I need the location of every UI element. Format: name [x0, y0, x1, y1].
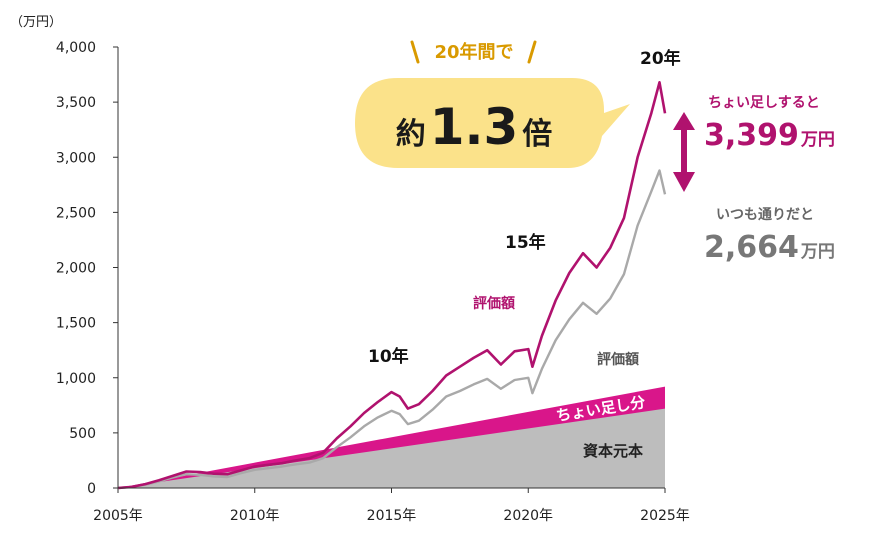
result-chottotashi-unit: 万円: [800, 130, 835, 150]
result-normal-value: 2,664: [704, 230, 799, 265]
difference-arrow: [673, 112, 695, 192]
series-line-chottotashi: [117, 81, 667, 490]
ratio-bubble: 20年間で 約1.3 倍: [355, 40, 630, 168]
label-value-normal: 評価額: [597, 351, 639, 368]
y-axis: 0 500 1,000 1,500 2,000 2,500 3,000 3,500 4,000: [56, 40, 118, 497]
y-tick-label: 2,500: [56, 205, 96, 221]
label-20-years: 20年: [640, 48, 681, 69]
series-line-normal: [117, 169, 667, 490]
bubble-ratio-text: 約1.3 倍: [396, 98, 553, 156]
label-value-chottotashi: 評価額: [473, 295, 515, 312]
label-15-years: 15年: [505, 232, 546, 253]
result-normal-unit: 万円: [800, 242, 835, 262]
label-principal: 資本元本: [583, 442, 643, 460]
arrow-head-up: [673, 112, 695, 130]
bubble-suffix: 倍: [522, 117, 552, 152]
y-tick-label: 2,000: [56, 261, 96, 277]
bubble-accent-left: [410, 40, 420, 64]
x-axis: 2005年 2010年 2015年 2020年 2025年: [93, 488, 690, 524]
principal-band: [118, 408, 665, 488]
y-tick-label: 500: [69, 426, 96, 442]
bubble-accent-right: [527, 40, 537, 64]
bubble-shape: [355, 78, 630, 168]
bubble-heading: 20年間で: [434, 41, 513, 63]
arrow-shaft: [681, 128, 687, 172]
x-tick-label: 2020年: [503, 508, 553, 524]
result-chottotashi-amount: 3,399 万円: [704, 118, 835, 153]
arrow-head-down: [673, 172, 695, 192]
y-tick-label: 0: [87, 481, 96, 497]
label-10-years: 10年: [368, 346, 409, 367]
x-tick-label: 2015年: [367, 508, 417, 524]
result-chottotashi-heading: ちょい足しすると: [708, 95, 820, 111]
result-normal-heading: いつも通りだと: [716, 207, 814, 223]
y-tick-label: 1,000: [56, 371, 96, 387]
x-tick-label: 2025年: [640, 508, 690, 524]
y-axis-unit: （万円）: [10, 15, 62, 30]
bubble-value: 1.3: [430, 98, 519, 156]
result-chottotashi-value: 3,399: [704, 118, 799, 153]
bubble-prefix: 約: [396, 117, 426, 152]
y-tick-label: 3,500: [56, 95, 96, 111]
y-tick-label: 4,000: [56, 40, 96, 56]
result-panel: ちょい足しすると 3,399 万円 いつも通りだと 2,664 万円: [673, 95, 835, 265]
result-normal-amount: 2,664 万円: [704, 230, 835, 265]
y-tick-label: 1,500: [56, 316, 96, 332]
y-tick-label: 3,000: [56, 150, 96, 166]
x-tick-label: 2005年: [93, 508, 143, 524]
x-tick-label: 2010年: [230, 508, 280, 524]
